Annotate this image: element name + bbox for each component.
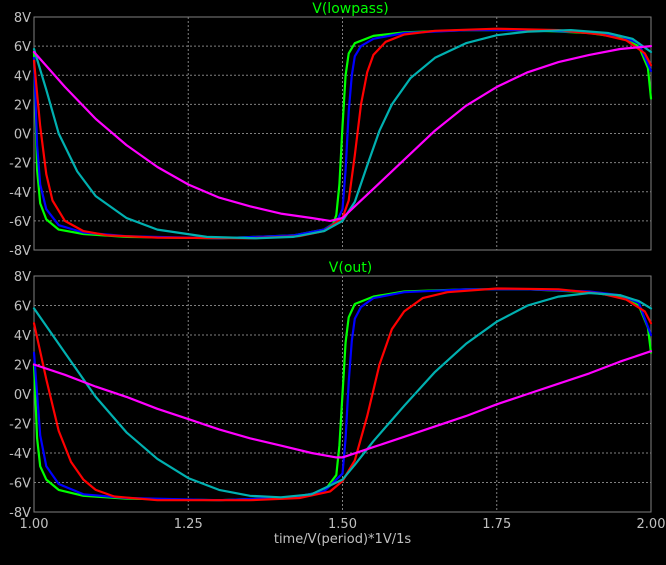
chart-title: V(out)	[329, 260, 372, 276]
y-tick-label: -6V	[9, 215, 31, 230]
y-tick-label: 2V	[14, 359, 31, 374]
y-tick-label: 0V	[14, 388, 31, 403]
y-tick-label: -8V	[9, 244, 31, 259]
x-tick-label: 1.00	[20, 517, 49, 532]
y-tick-label: -4V	[9, 186, 31, 201]
y-tick-label: -4V	[9, 447, 31, 462]
series-line	[32, 29, 653, 240]
y-tick-label: 6V	[14, 40, 31, 55]
x-tick-label: 1.75	[482, 517, 511, 532]
y-tick-label: 0V	[14, 128, 31, 143]
x-tick-label: 1.50	[328, 517, 357, 532]
y-tick-label: -6V	[9, 477, 31, 492]
series-line	[32, 350, 653, 459]
y-tick-label: 2V	[14, 98, 31, 113]
y-tick-label: 4V	[14, 69, 31, 84]
x-tick-label: 1.25	[174, 517, 203, 532]
y-tick-label: -2V	[9, 418, 31, 433]
series-line	[32, 287, 653, 502]
plot-frame	[33, 16, 652, 251]
y-tick-label: 8V	[14, 270, 31, 285]
x-tick-label: 2.00	[637, 517, 666, 532]
chart-title: V(lowpass)	[312, 1, 388, 17]
series-line	[32, 45, 653, 222]
x-axis-label: time/V(period)*1V/1s	[274, 532, 412, 547]
y-tick-label: 6V	[14, 300, 31, 315]
series-line	[32, 291, 653, 499]
plot-frame	[33, 275, 652, 513]
y-tick-label: -8V	[9, 506, 31, 521]
y-tick-label: 4V	[14, 329, 31, 344]
y-tick-label: -2V	[9, 157, 31, 172]
y-tick-label: 8V	[14, 11, 31, 26]
